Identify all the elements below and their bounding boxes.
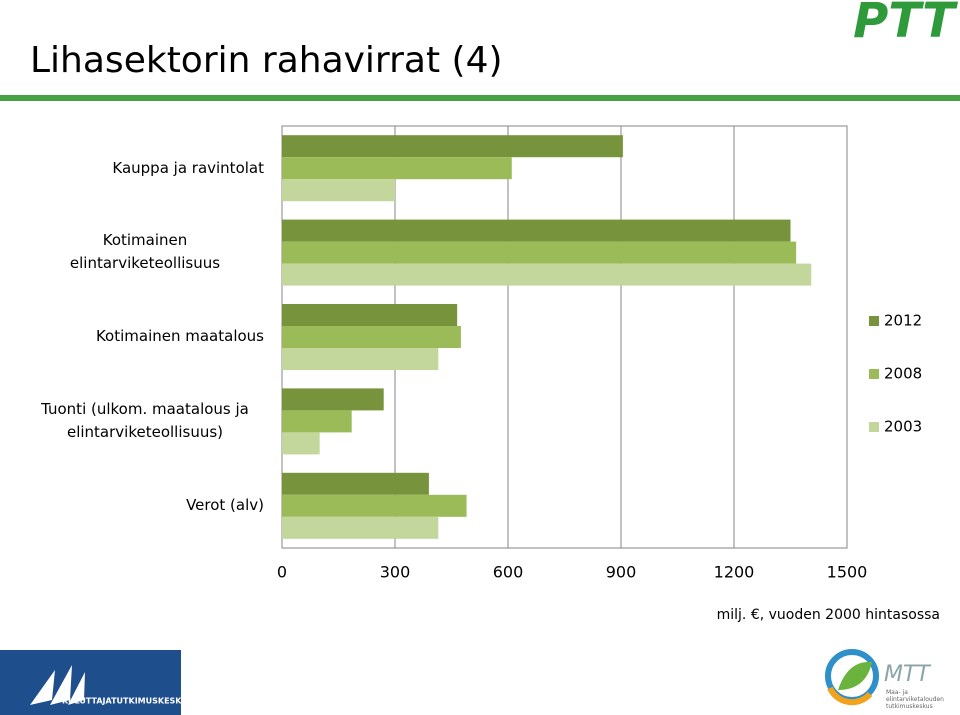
bar [282, 326, 461, 348]
kkk-logo-text: KULUTTAJATUTKIMUSKESKUS [62, 697, 194, 706]
y-tick-label: Kotimainen maatalous [95, 327, 264, 346]
legend-label: 2008 [884, 365, 922, 383]
bar [282, 179, 395, 202]
bar [282, 388, 384, 411]
mtt-logo-text: MTT [884, 662, 931, 687]
bar [282, 472, 429, 495]
mtt-logo-subtitle: Maa- ja elintarviketalouden tutkimuskesk… [886, 689, 944, 710]
legend-label: 2012 [884, 312, 922, 330]
bar [282, 219, 791, 242]
title-rule [0, 95, 960, 101]
x-tick-label: 900 [606, 563, 637, 582]
x-axis-label: milj. €, vuoden 2000 hintasossa [717, 607, 940, 623]
bar [282, 241, 797, 264]
bar [282, 304, 458, 326]
kkk-logo-bg [0, 650, 181, 715]
legend-swatch [869, 316, 879, 326]
y-tick-label: Verot (alv) [186, 496, 264, 515]
y-tick-label: Tuonti (ulkom. maatalous ja elintarviket… [41, 400, 249, 442]
legend-swatch [869, 422, 879, 432]
bar [282, 410, 352, 433]
slide-title: Lihasektorin rahavirrat (4) [30, 40, 503, 81]
x-tick-label: 0 [277, 563, 287, 582]
mtt-logo-arc [827, 686, 873, 706]
ptt-logo: PTT [853, 0, 958, 49]
x-tick-label: 300 [380, 563, 411, 582]
bar [282, 263, 812, 286]
category-label: Verot (alv) [186, 464, 264, 548]
bar [282, 135, 623, 158]
bar [282, 516, 439, 539]
category-label: Kotimainen maatalous [96, 295, 264, 379]
bar [282, 494, 467, 517]
x-tick-label: 1500 [827, 563, 868, 582]
mtt-logo-leaf [838, 661, 872, 690]
y-tick-label: Kauppa ja ravintolat [112, 158, 264, 177]
category-label: Tuonti (ulkom. maatalous ja elintarviket… [26, 379, 264, 463]
bar [282, 157, 512, 180]
y-tick-label: Kotimainen elintarviketeollisuus [69, 231, 221, 273]
legend-label: 2003 [884, 418, 922, 436]
kkk-logo-mark [30, 665, 85, 705]
category-label: Kauppa ja ravintolat [112, 126, 264, 210]
legend-swatch [869, 369, 879, 379]
x-tick-label: 600 [493, 563, 524, 582]
category-label: Kotimainen elintarviketeollisuus [26, 210, 264, 294]
bar [282, 348, 439, 370]
bar [282, 432, 320, 455]
x-tick-label: 1200 [714, 563, 755, 582]
